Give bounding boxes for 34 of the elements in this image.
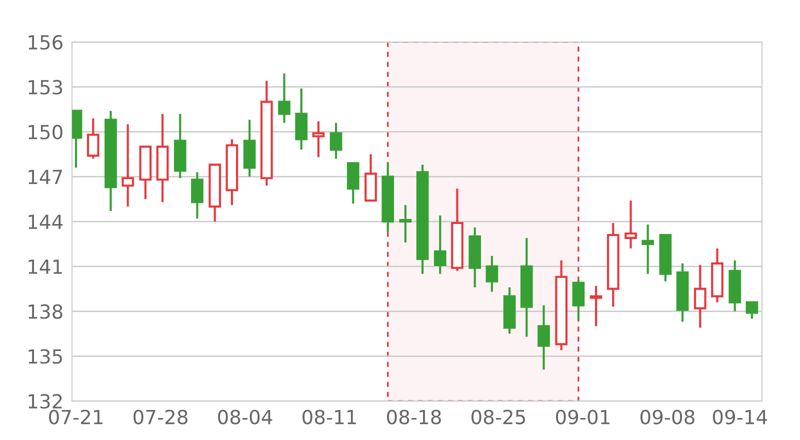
x-tick-label: 07-28: [134, 410, 188, 424]
y-tick-label: 147: [28, 170, 62, 184]
candlestick: [122, 123, 134, 208]
y-tick-label: 132: [28, 394, 62, 409]
candlestick: [538, 304, 550, 371]
y-tick-label: 141: [28, 260, 62, 274]
candlestick: [330, 122, 342, 160]
candlestick: [590, 284, 602, 328]
candlestick: [694, 264, 706, 329]
candlestick: [191, 171, 204, 220]
y-tick-label: 144: [28, 214, 63, 229]
x-tick-label: 07-21: [49, 410, 102, 424]
y-tick-label: 138: [28, 304, 62, 319]
candlestick: [399, 204, 412, 244]
y-tick-label: 135: [28, 349, 62, 364]
candlestick: [312, 120, 325, 158]
candlestick: [278, 72, 290, 124]
candlestick: [86, 117, 100, 160]
y-tick-label: 150: [28, 124, 62, 140]
candlestick: [624, 200, 637, 250]
x-tick-label: 08-04: [218, 410, 272, 424]
candlestick: [642, 223, 654, 275]
x-tick-label: 08-11: [302, 410, 356, 424]
x-tick-label: 08-18: [387, 410, 441, 424]
candlestick: [434, 214, 446, 275]
x-tick-label: 09-01: [556, 410, 610, 424]
candlestick: [572, 278, 585, 322]
y-tick-label: 153: [28, 80, 62, 95]
y-tick-label: 156: [28, 34, 62, 50]
x-tick-label: 08-25: [472, 410, 526, 424]
x-tick-label: 09-08: [640, 410, 694, 424]
candlestick: [746, 301, 758, 320]
x-tick-label: 09-14: [712, 410, 768, 424]
candlestick: [486, 254, 498, 293]
